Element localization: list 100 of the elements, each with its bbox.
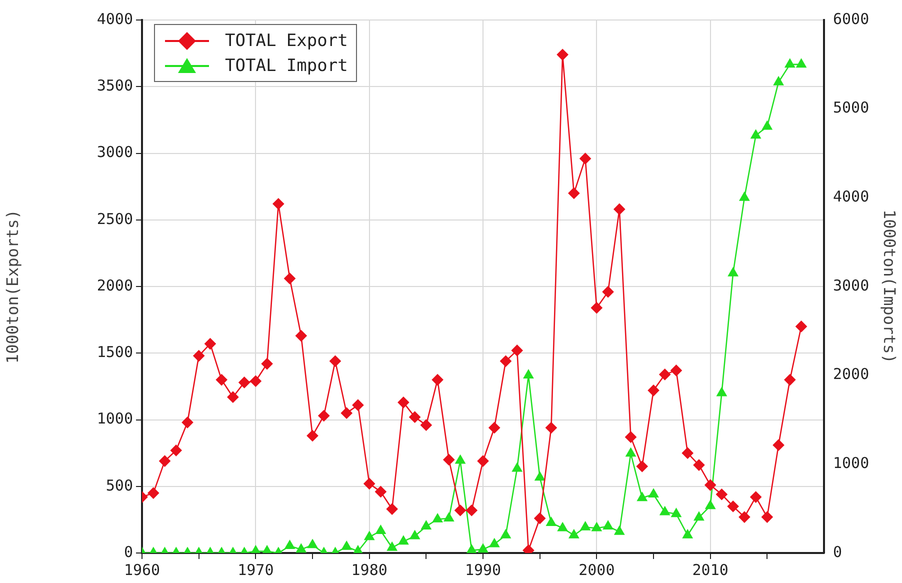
point [556,48,568,60]
x-tick-label: 1960 [124,560,160,579]
point [614,526,624,535]
point [580,152,591,164]
point [591,302,602,314]
point [750,130,761,139]
point [352,399,364,411]
point [568,530,579,538]
y2-axis-title: 1000ton(Imports) [880,209,900,364]
point [728,268,738,276]
point [308,539,318,548]
point [466,544,477,553]
y-tick-label: 2500 [96,210,133,228]
point [387,542,398,551]
y2-tick-label: 3000 [833,276,870,294]
point [704,479,716,491]
point [455,454,466,464]
y2-tick-label: 5000 [833,98,870,117]
point [625,431,636,443]
point [637,492,648,502]
point [386,503,398,515]
y-tick-label: 1500 [96,343,133,362]
y2-tick-label: 2000 [833,365,870,384]
point [716,488,728,500]
point [454,504,466,516]
point [784,374,796,386]
y-tick-label: 0 [124,542,133,561]
point [398,536,408,545]
point [318,410,330,422]
point [796,58,806,68]
point [364,478,375,490]
point [216,374,228,386]
point [762,120,772,130]
point [306,430,318,442]
point [443,454,455,466]
point [546,422,557,434]
y-tick-label: 3500 [96,76,133,95]
point [250,375,262,387]
point [376,525,386,534]
point [671,508,682,518]
point [558,522,568,532]
point [580,522,590,530]
point [694,512,704,521]
point [342,541,352,550]
point [682,447,694,459]
point [204,338,216,350]
point [330,355,341,367]
point [340,407,352,419]
x-tick-label: 2010 [692,560,728,579]
point [159,455,170,467]
y2-tick-label: 4000 [833,188,870,206]
legend-label: TOTAL Import [225,56,348,76]
point [489,538,500,548]
point [477,455,489,467]
point [614,204,626,215]
y-tick-label: 1000 [96,410,133,428]
point [670,364,682,376]
point [488,422,500,434]
y-tick-label: 500 [106,476,133,494]
point [250,546,261,553]
point [284,272,296,284]
x-tick-label: 2000 [578,560,615,579]
point [170,444,182,456]
point [796,320,807,332]
point [659,368,671,380]
point [592,522,602,532]
point [261,358,273,370]
x-tick-label: 1990 [464,560,502,579]
point [284,540,295,550]
point [352,546,363,553]
point [523,370,534,378]
point [738,511,750,523]
point [364,531,374,540]
point [534,472,545,481]
point [432,514,443,522]
y-tick-label: 2000 [96,276,133,294]
point [410,530,420,540]
point [500,530,511,538]
point [602,286,614,298]
point [375,486,386,498]
point [682,530,693,538]
point [772,439,784,451]
point [182,416,194,428]
point [546,517,556,526]
point [295,330,307,342]
point [148,487,160,499]
y2-tick-label: 1000 [833,454,870,472]
point [272,198,284,210]
point [660,506,670,516]
point [648,384,660,396]
point [511,344,523,356]
point [193,350,204,362]
point [716,387,727,396]
x-tick-label: 1970 [238,560,274,579]
point [227,391,239,403]
point [421,520,432,530]
point [432,374,444,386]
y-tick-label: 4000 [96,10,133,28]
point [534,512,546,524]
x-tick-label: 1980 [351,560,388,579]
